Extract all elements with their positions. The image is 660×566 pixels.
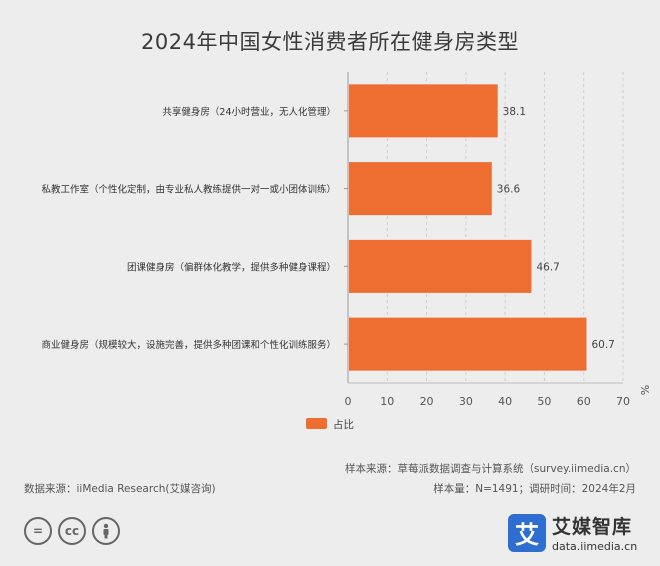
brand-logo-icon: 艾: [508, 513, 546, 552]
person-icon: [92, 517, 120, 545]
license-icons: = cc: [24, 517, 120, 545]
x-tick-label: 20: [420, 395, 434, 408]
brand-url: data.iimedia.cn: [552, 540, 638, 553]
bar: [349, 317, 587, 371]
category-label: 商业健身房（规模较大，设施完善，提供多种团课和个性化训练服务）: [41, 339, 336, 351]
data-label: 38.1: [503, 106, 526, 118]
legend-label: 占比: [333, 418, 354, 431]
bar: [349, 84, 498, 138]
data-source: 数据来源：iiMedia Research(艾媒咨询): [24, 483, 216, 495]
chart-title: 2024年中国女性消费者所在健身房类型: [141, 30, 519, 54]
x-tick-label: 70: [616, 395, 630, 408]
bar-chart: 0 10 20 30 40 50 60 70% 38.1 共享健身房（24小时营业，无人化管理） 3…: [41, 72, 651, 431]
category-label: 共享健身房（24小时营业，无人化管理）: [162, 106, 336, 118]
x-tick-label: 40: [498, 395, 512, 408]
brand: 艾 艾媒智库 data.iimedia.cn: [508, 512, 637, 553]
category-label: 私教工作室（个性化定制，由专业私人教练提供一对一或小团体训练）: [41, 184, 336, 196]
brand-name: 艾媒智库: [552, 516, 633, 538]
x-axis-unit: %: [638, 385, 651, 395]
legend-swatch: [306, 418, 327, 429]
cc-icon: cc: [58, 517, 86, 545]
x-tick-label: 10: [380, 395, 394, 408]
bar: [349, 239, 532, 293]
x-tick-label: 0: [345, 395, 352, 408]
data-label: 60.7: [591, 339, 614, 351]
sample-source: 样本来源：草莓派数据调查与计算系统（survey.iimedia.cn）: [345, 463, 636, 475]
equal-icon: =: [24, 517, 52, 545]
data-label: 36.6: [497, 184, 521, 196]
bar: [349, 162, 492, 216]
data-label: 46.7: [536, 261, 559, 273]
x-tick-label: 50: [537, 395, 551, 408]
x-tick-label: 30: [459, 395, 473, 408]
category-label: 团课健身房（偏群体化教学，提供多种健身课程）: [127, 261, 336, 273]
sample-info: 样本量：N=1491；调研时间：2024年2月: [433, 483, 636, 495]
x-tick-label: 60: [577, 395, 591, 408]
